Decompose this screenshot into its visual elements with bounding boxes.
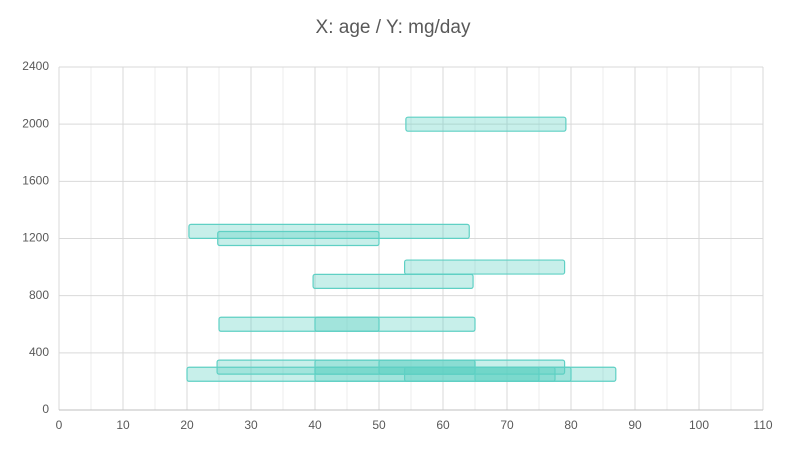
y-tick-label: 800 [29,288,49,302]
x-tick-label: 0 [56,418,63,432]
x-tick-label: 10 [116,418,130,432]
y-tick-label: 2000 [22,116,49,130]
range-bar [217,230,380,247]
x-tick-label: 40 [308,418,322,432]
range-bar [312,273,474,289]
x-tick-label: 100 [689,418,709,432]
range-bar [314,316,380,332]
x-tick-label: 50 [372,418,386,432]
y-tick-label: 400 [29,345,49,359]
x-tick-label: 90 [628,418,642,432]
range-bar [405,116,567,132]
x-tick-label: 80 [564,418,578,432]
chart-title: X: age / Y: mg/day [316,17,471,38]
x-tick-label: 110 [753,418,772,432]
y-tick-label: 0 [42,402,49,416]
y-tick-label: 1600 [22,174,49,188]
range-bar [404,259,566,275]
x-tick-label: 30 [244,418,258,432]
range-bar [474,366,572,382]
x-tick-label: 20 [180,418,194,432]
x-tick-label: 70 [500,418,514,432]
y-tick-label: 1200 [22,231,49,245]
x-tick-label: 60 [436,418,450,432]
y-tick-label: 2400 [22,59,49,73]
